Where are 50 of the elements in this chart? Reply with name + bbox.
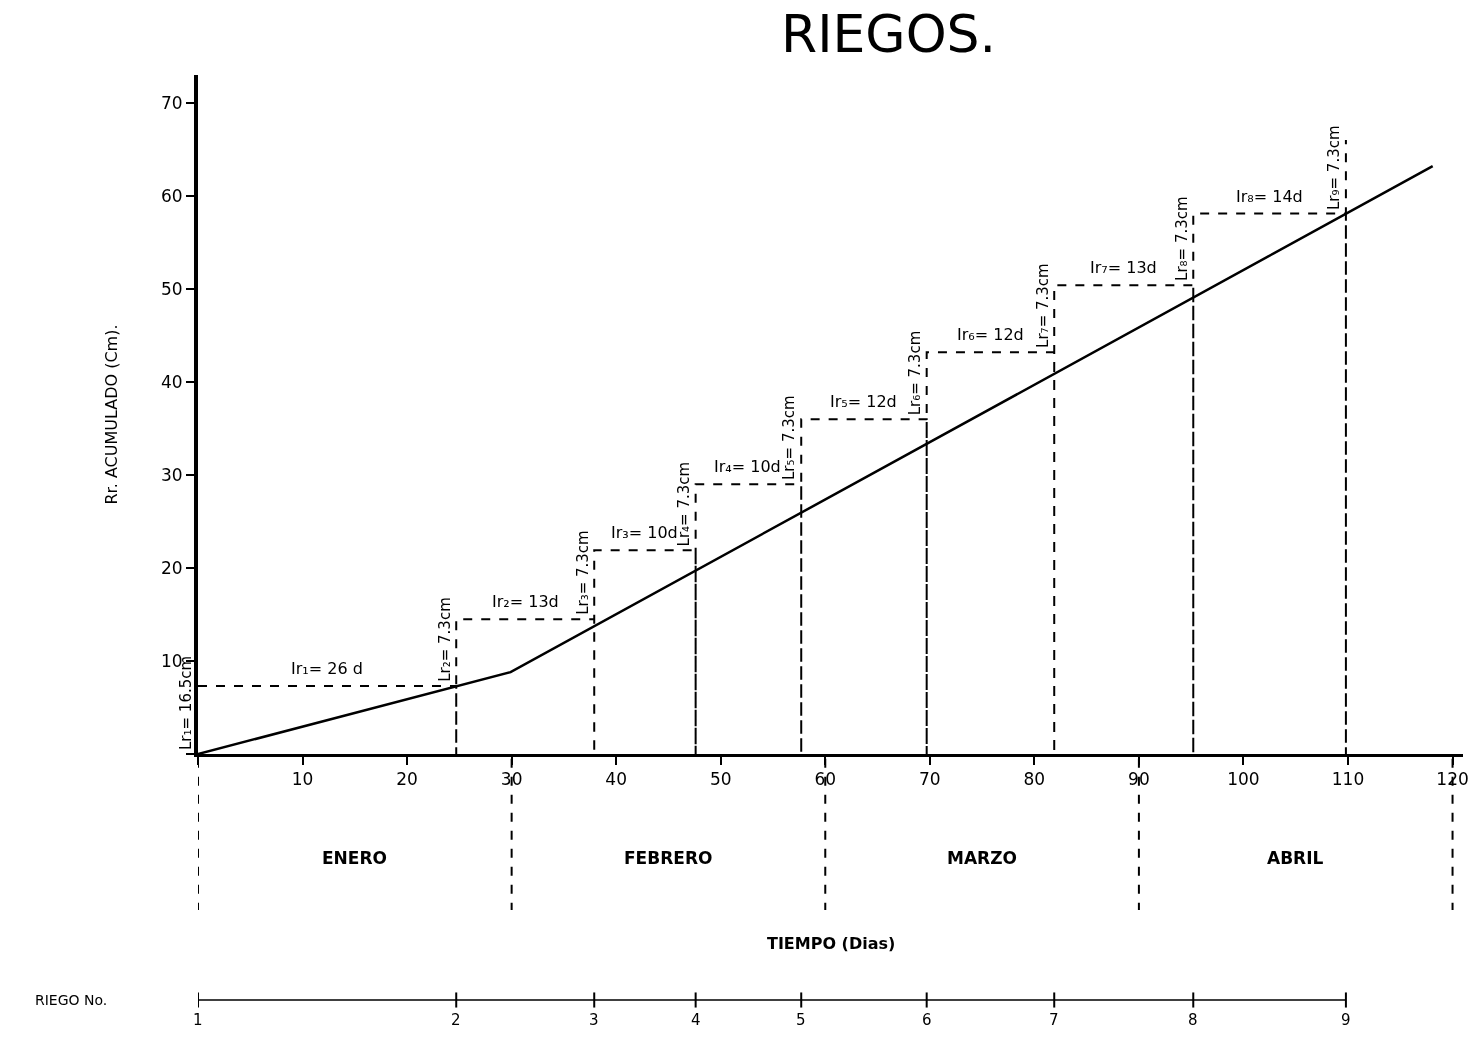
- category-label: 1: [193, 1011, 203, 1029]
- category-label: 5: [796, 1011, 806, 1029]
- category-label: FEBRERO: [624, 848, 713, 868]
- annotation: Lr₂= 7.3cm: [435, 597, 454, 682]
- category-label: 2: [451, 1011, 461, 1029]
- annotation: Ir₅= 12d: [830, 392, 897, 411]
- annotation: Ir₇= 13d: [1090, 258, 1157, 277]
- y-tick-label: 70: [160, 92, 183, 113]
- x-tick-label: 60: [814, 769, 837, 790]
- text: TIEMPO (Dias): [767, 934, 896, 953]
- x-tick-label: 20: [396, 769, 418, 790]
- y-tick-label: 50: [160, 278, 183, 299]
- y-tick-label: 20: [160, 557, 183, 578]
- x-tick-label: 50: [709, 769, 732, 790]
- annotation: Lr₃= 7.3cm: [573, 530, 592, 615]
- annotation: Lr₉= 7.3cm: [1324, 125, 1343, 210]
- category-label: 6: [922, 1011, 932, 1029]
- y-axis-title: Rr. ACUMULADO (Cm).: [102, 324, 122, 505]
- x-tick-label: 40: [605, 769, 627, 790]
- annotation: Lr₇= 7.3cm: [1033, 263, 1052, 348]
- annotation: Ir₄= 10d: [714, 457, 781, 476]
- y-tick-label: 30: [160, 464, 183, 485]
- annotation: Ir₂= 13d: [492, 592, 559, 611]
- category-label: 7: [1049, 1011, 1059, 1029]
- category-label: 3: [589, 1011, 599, 1029]
- x-tick-label: 80: [1023, 769, 1046, 790]
- annotation: Ir₃= 10d: [611, 523, 678, 542]
- category-label: MARZO: [947, 848, 1017, 868]
- text: RIEGO No.: [35, 992, 108, 1008]
- category-label: 8: [1188, 1011, 1198, 1029]
- annotation: Ir₈= 14d: [1236, 187, 1303, 206]
- category-label: ABRIL: [1267, 848, 1324, 868]
- category-label: ENERO: [322, 848, 387, 868]
- annotation: Lr₆= 7.3cm: [906, 330, 925, 416]
- annotation: Ir₆= 12d: [957, 325, 1024, 344]
- x-tick-label: 110: [1331, 769, 1365, 790]
- y-tick-label: 60: [160, 185, 183, 206]
- y-tick-label: 40: [160, 371, 183, 392]
- chart-title: RIEGOS.: [781, 4, 997, 65]
- x-tick-label: 90: [1128, 769, 1150, 790]
- annotation: Lr₈= 7.3cm: [1172, 196, 1191, 281]
- x-tick-label: 100: [1227, 769, 1260, 790]
- category-label: 4: [691, 1011, 701, 1029]
- x-tick-label: 70: [919, 769, 941, 790]
- category-label: 9: [1341, 1011, 1351, 1029]
- x-tick-label: 10: [291, 769, 314, 790]
- x-tick-label: 30: [500, 769, 523, 790]
- annotation: Lr₅= 7.3cm: [780, 395, 799, 480]
- x-tick-label: 120: [1436, 769, 1469, 790]
- annotation: Ir₁= 26 d: [291, 659, 363, 678]
